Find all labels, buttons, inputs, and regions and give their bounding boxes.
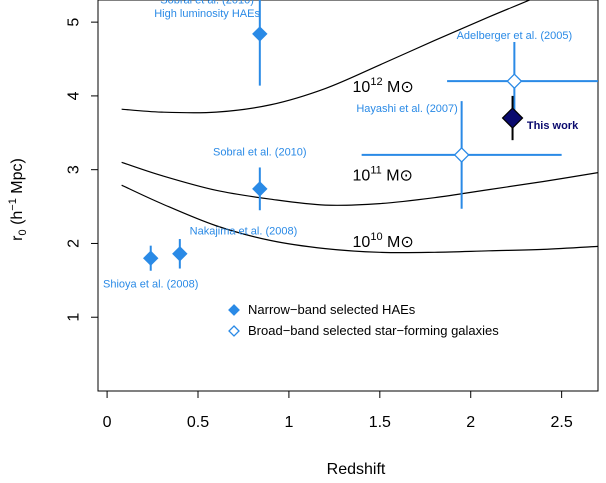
x-tick-label: 2 xyxy=(466,414,475,431)
halo-mass-label: 1011 M⊙ xyxy=(353,165,413,185)
point-annotation: High luminosity HAEs xyxy=(154,8,260,20)
x-tick-label: 0.5 xyxy=(187,414,209,431)
halo-mass-curve xyxy=(121,0,532,114)
y-tick-label: 3 xyxy=(66,165,83,174)
data-point-marker xyxy=(506,73,523,90)
plot-frame xyxy=(97,0,599,392)
x-tick-label: 0 xyxy=(103,414,112,431)
data-point-marker xyxy=(252,26,268,42)
legend-marker xyxy=(228,304,240,316)
halo-mass-curve xyxy=(121,161,598,206)
legend-label: Narrow−band selected HAEs xyxy=(248,302,416,317)
halo-mass-label: 1012 M⊙ xyxy=(353,76,414,96)
halo-mass-curves xyxy=(121,0,598,254)
y-tick-label: 4 xyxy=(66,91,83,100)
data-point-marker xyxy=(501,107,524,129)
halo-mass-curve xyxy=(121,184,598,254)
halo-mass-label: 1010 M⊙ xyxy=(353,231,414,251)
y-tick-label: 2 xyxy=(66,239,83,248)
x-tick-label: 1 xyxy=(284,414,293,431)
x-axis-title: Redshift xyxy=(327,461,386,478)
legend-marker xyxy=(228,325,240,337)
data-point-marker xyxy=(252,181,268,197)
legend: Narrow−band selected HAEs Broad−band sele… xyxy=(228,302,499,338)
legend-label: Broad−band selected star−forming galaxie… xyxy=(248,323,499,338)
data-point-marker xyxy=(143,250,159,266)
point-annotation: Sobral et al. (2010) xyxy=(160,0,254,7)
x-tick-label: 2.5 xyxy=(551,414,573,431)
data-point-marker xyxy=(453,147,470,163)
y-axis-title: r0 (h−1 Mpc) xyxy=(7,158,29,241)
point-annotation: Nakajima et al. (2008) xyxy=(190,226,298,238)
y-tick-label: 1 xyxy=(66,313,83,322)
y-tick-label: 5 xyxy=(66,18,83,27)
point-annotation: Adelberger et al. (2005) xyxy=(457,30,573,42)
point-annotation: Shioya et al. (2008) xyxy=(103,279,198,291)
axes: 0 0.5 1 1.5 2 2.5 1 2 3 4 5 Redshift r0 (h−1 Mpc) xyxy=(7,0,599,478)
data-points xyxy=(143,0,598,271)
annotations: 1012 M⊙ 1011 M⊙ 1010 M⊙ Sobral et al. (2010… xyxy=(103,0,579,291)
x-tick-label: 1.5 xyxy=(369,414,391,431)
data-point-marker xyxy=(172,246,188,262)
point-annotation: This work xyxy=(527,120,579,132)
point-annotation: Sobral et al. (2010) xyxy=(213,147,307,159)
point-annotation: Hayashi et al. (2007) xyxy=(356,103,458,115)
